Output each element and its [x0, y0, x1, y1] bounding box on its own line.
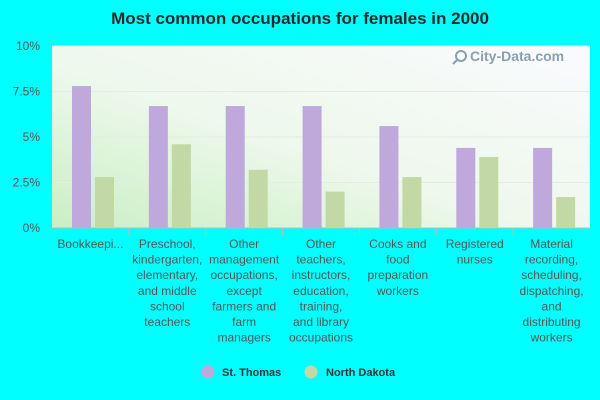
- legend-swatch: [201, 365, 215, 379]
- x-category-label: food: [386, 253, 409, 267]
- bar-st-thomas: [302, 106, 322, 228]
- legend-swatch: [304, 365, 318, 379]
- x-category-label: training,: [300, 299, 343, 313]
- x-category-label: dispatching,: [520, 284, 584, 298]
- x-category-label: farmers and: [212, 299, 276, 313]
- x-category-label: kindergarten,: [132, 253, 202, 267]
- bar-north-dakota: [556, 197, 576, 228]
- x-category-label: Preschool,: [139, 237, 196, 251]
- x-category-label: school: [150, 299, 185, 313]
- y-tick-label: 2.5%: [13, 176, 41, 190]
- bar-north-dakota: [402, 177, 422, 228]
- watermark-text: City-Data.com: [470, 48, 564, 64]
- x-category-label: preparation: [367, 268, 428, 282]
- x-category-label: teachers: [144, 315, 190, 329]
- x-category-label: Registered: [446, 237, 504, 251]
- y-axis-ticks: 0% 2.5% 5% 7.5% 10%: [13, 39, 41, 235]
- bar-north-dakota: [325, 191, 345, 228]
- x-category-label: instructors,: [292, 268, 351, 282]
- x-category-label: managers: [217, 331, 270, 345]
- bars: [72, 86, 576, 228]
- bar-st-thomas: [456, 147, 476, 228]
- x-category-label: occupations: [289, 331, 353, 345]
- y-tick-label: 10%: [16, 39, 40, 53]
- bar-st-thomas: [72, 86, 91, 228]
- x-category-label: Cooks and: [369, 237, 426, 251]
- x-category-label: management: [209, 253, 280, 267]
- bar-north-dakota: [95, 177, 114, 228]
- bar-north-dakota: [479, 157, 499, 228]
- x-category-label: workers: [376, 284, 419, 298]
- x-category-label: and library: [293, 315, 349, 329]
- chart-title: Most common occupations for females in 2…: [111, 9, 489, 28]
- bar-st-thomas: [225, 106, 245, 228]
- bar-north-dakota: [171, 144, 191, 228]
- bar-north-dakota: [248, 169, 268, 228]
- x-category-label: and: [542, 299, 562, 313]
- x-category-label: distributing: [523, 315, 581, 329]
- y-tick-label: 7.5%: [13, 85, 41, 99]
- legend-label: St. Thomas: [222, 367, 281, 379]
- x-category-label: nurses: [457, 253, 493, 267]
- x-category-label: Other: [306, 237, 336, 251]
- x-axis-labels: Bookkeepi... Preschool, kindergarten,eleme…: [57, 237, 583, 345]
- legend: St. Thomas North Dakota: [201, 365, 396, 379]
- x-category-label: scheduling,: [521, 268, 582, 282]
- x-category-label: except: [226, 284, 262, 298]
- x-category-label: elementary,: [136, 268, 198, 282]
- x-category-label: workers: [530, 331, 573, 345]
- x-category-label: and middle: [138, 284, 197, 298]
- x-category-label: recording,: [525, 253, 578, 267]
- x-category-label: farm: [232, 315, 256, 329]
- watermark: City-Data.com: [452, 48, 564, 65]
- y-tick-label: 0%: [23, 221, 41, 235]
- bar-st-thomas: [148, 106, 168, 228]
- x-category-label: occupations,: [210, 268, 277, 282]
- x-category-label: Bookkeepi...: [57, 237, 123, 251]
- bar-st-thomas: [533, 147, 553, 228]
- legend-label: North Dakota: [326, 367, 396, 379]
- bar-st-thomas: [379, 126, 399, 228]
- x-category-label: Other: [229, 237, 259, 251]
- search-icon: [455, 50, 467, 62]
- x-category-label: teachers,: [296, 253, 345, 267]
- x-category-label: education,: [293, 284, 348, 298]
- y-tick-label: 5%: [23, 130, 41, 144]
- x-category-label: Material: [530, 237, 573, 251]
